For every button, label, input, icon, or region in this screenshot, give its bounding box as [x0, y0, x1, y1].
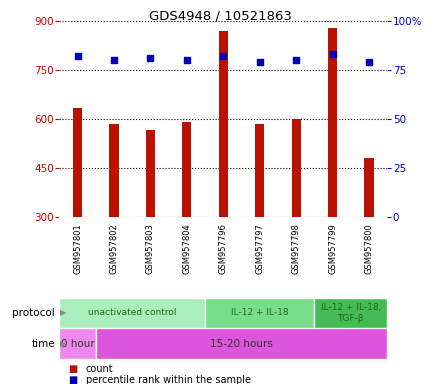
Text: IL-12 + IL-18,
TGF-β: IL-12 + IL-18, TGF-β	[321, 303, 381, 323]
Point	[329, 51, 336, 58]
Text: 0 hour: 0 hour	[61, 339, 95, 349]
Text: GSM957801: GSM957801	[73, 223, 82, 274]
Bar	[59, 328, 96, 359]
Text: count: count	[86, 364, 114, 374]
Bar	[110, 124, 119, 217]
Text: GSM957804: GSM957804	[182, 223, 191, 274]
Bar	[73, 108, 82, 217]
Bar	[219, 31, 228, 217]
Point	[147, 55, 154, 61]
Text: GDS4948 / 10521863: GDS4948 / 10521863	[149, 10, 291, 23]
Point	[220, 53, 227, 60]
Text: 15-20 hours: 15-20 hours	[210, 339, 273, 349]
Text: time: time	[31, 339, 55, 349]
Bar	[328, 28, 337, 217]
Text: ▶: ▶	[60, 308, 67, 318]
Point	[293, 57, 300, 63]
Text: GSM957799: GSM957799	[328, 223, 337, 274]
Text: percentile rank within the sample: percentile rank within the sample	[86, 375, 251, 384]
Bar	[255, 124, 264, 217]
Text: protocol: protocol	[12, 308, 55, 318]
Bar	[59, 298, 205, 328]
Text: IL-12 + IL-18: IL-12 + IL-18	[231, 308, 289, 318]
Bar	[96, 328, 387, 359]
Text: GSM957803: GSM957803	[146, 223, 155, 274]
Text: unactivated control: unactivated control	[88, 308, 176, 318]
Text: GSM957800: GSM957800	[364, 223, 374, 274]
Text: GSM957798: GSM957798	[292, 223, 301, 274]
Text: ■: ■	[68, 364, 77, 374]
Bar	[182, 122, 191, 217]
Bar	[205, 298, 314, 328]
Bar	[364, 158, 374, 217]
Text: GSM957802: GSM957802	[110, 223, 118, 274]
Point	[110, 57, 117, 63]
Point	[74, 53, 81, 60]
Text: ■: ■	[68, 375, 77, 384]
Point	[256, 59, 263, 65]
Bar	[314, 298, 387, 328]
Point	[366, 59, 373, 65]
Point	[183, 57, 191, 63]
Text: GSM957797: GSM957797	[255, 223, 264, 274]
Bar	[292, 119, 301, 217]
Bar	[146, 131, 155, 217]
Text: GSM957796: GSM957796	[219, 223, 228, 274]
Text: ▶: ▶	[60, 339, 67, 348]
